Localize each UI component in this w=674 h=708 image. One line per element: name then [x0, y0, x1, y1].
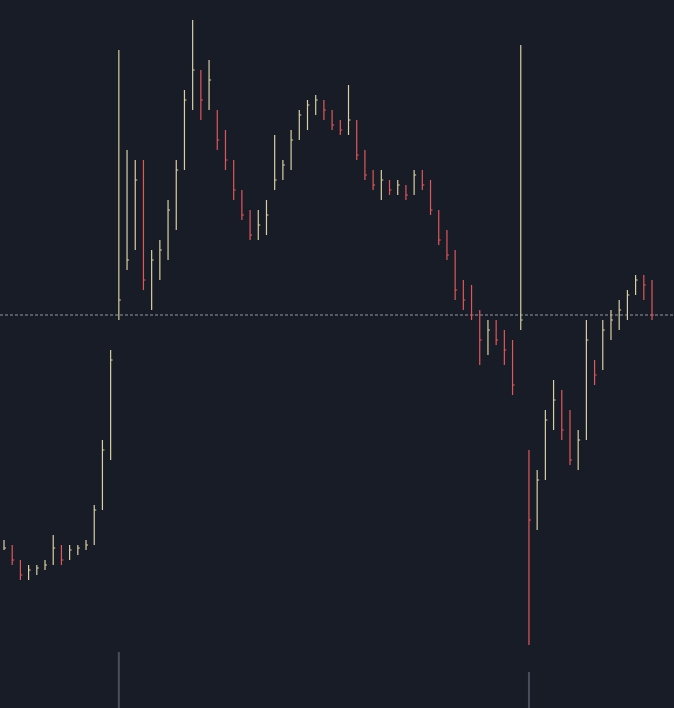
volume-bar — [527, 672, 530, 708]
volume-bar — [117, 652, 120, 708]
